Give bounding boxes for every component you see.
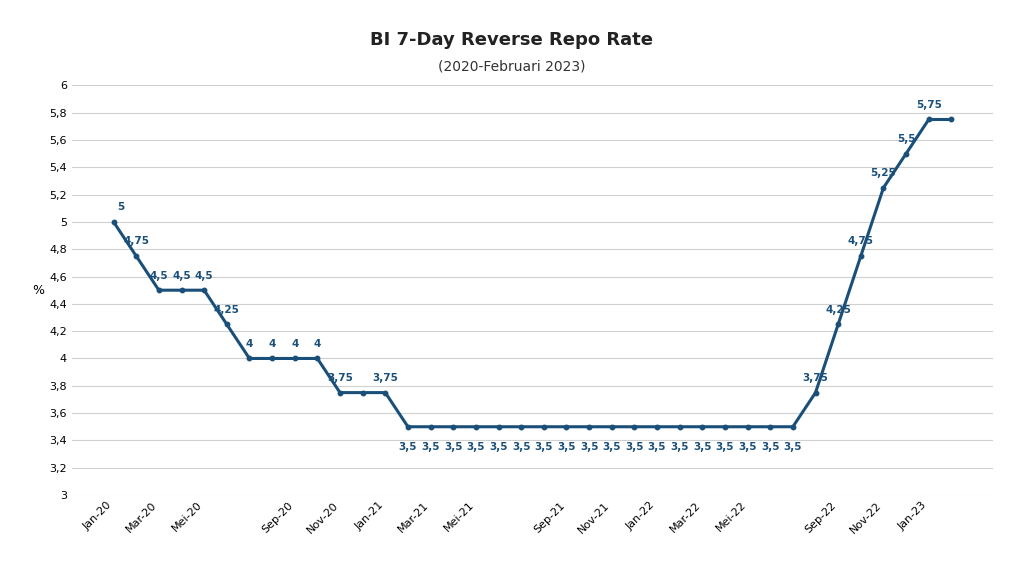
Text: 5,75: 5,75 — [915, 100, 942, 110]
Text: 3,5: 3,5 — [535, 442, 553, 452]
Text: 3,5: 3,5 — [557, 442, 575, 452]
Text: 4,25: 4,25 — [825, 305, 851, 315]
Text: 3,5: 3,5 — [421, 442, 440, 452]
Text: 3,5: 3,5 — [693, 442, 712, 452]
Text: 3,5: 3,5 — [398, 442, 417, 452]
Text: 3,5: 3,5 — [648, 442, 667, 452]
Text: 3,5: 3,5 — [671, 442, 689, 452]
Text: 5,25: 5,25 — [870, 168, 896, 178]
Text: 4: 4 — [246, 339, 253, 349]
Text: BI 7-Day Reverse Repo Rate: BI 7-Day Reverse Repo Rate — [371, 31, 653, 50]
Text: 3,5: 3,5 — [467, 442, 485, 452]
Text: 5,5: 5,5 — [897, 134, 915, 144]
Text: 3,5: 3,5 — [444, 442, 463, 452]
Text: 3,5: 3,5 — [580, 442, 598, 452]
Text: 4,25: 4,25 — [214, 305, 240, 315]
Text: 4,5: 4,5 — [195, 271, 213, 281]
Text: 4,75: 4,75 — [123, 237, 150, 246]
Text: 4: 4 — [313, 339, 322, 349]
Text: 3,5: 3,5 — [602, 442, 621, 452]
Text: 3,5: 3,5 — [761, 442, 779, 452]
Text: 3,5: 3,5 — [489, 442, 508, 452]
Text: 5: 5 — [117, 203, 124, 212]
Text: 4,5: 4,5 — [150, 271, 168, 281]
Text: 3,75: 3,75 — [803, 373, 828, 383]
Text: 4,5: 4,5 — [172, 271, 190, 281]
Text: (2020-Februari 2023): (2020-Februari 2023) — [438, 60, 586, 74]
Text: 4: 4 — [291, 339, 298, 349]
Text: 3,75: 3,75 — [373, 373, 398, 383]
Text: 3,75: 3,75 — [327, 373, 353, 383]
Text: 3,5: 3,5 — [783, 442, 802, 452]
Text: 3,5: 3,5 — [738, 442, 757, 452]
Text: 4: 4 — [268, 339, 275, 349]
Y-axis label: %: % — [32, 284, 44, 296]
Text: 3,5: 3,5 — [716, 442, 734, 452]
Text: 4,75: 4,75 — [848, 237, 873, 246]
Text: 3,5: 3,5 — [512, 442, 530, 452]
Text: 3,5: 3,5 — [625, 442, 644, 452]
